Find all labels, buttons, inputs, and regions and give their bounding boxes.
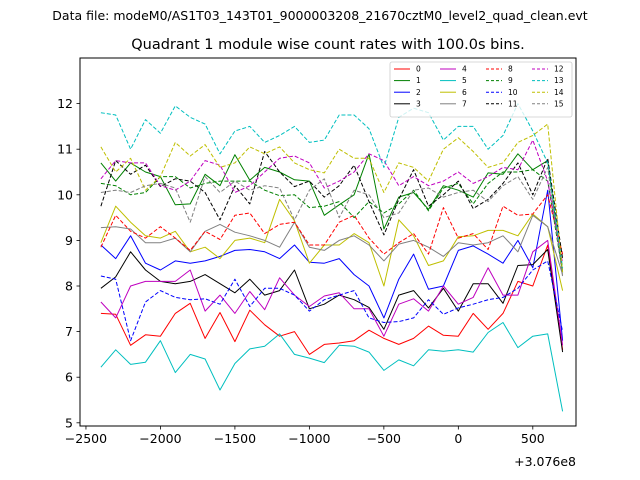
legend-label: 0	[416, 65, 421, 74]
legend-label: 9	[508, 76, 513, 85]
series-line-0	[100, 244, 564, 355]
series-line-12	[100, 139, 564, 264]
x-tick-label: 500	[521, 431, 545, 446]
chart-suptitle: Data file: modeM0/AS1T03_143T01_90000032…	[52, 8, 587, 23]
legend-label: 11	[508, 99, 518, 108]
series-line-5	[100, 322, 564, 412]
legend-label: 2	[416, 88, 421, 97]
legend-label: 13	[554, 76, 564, 85]
legend-label: 5	[462, 76, 467, 85]
x-tick-label: −1500	[214, 431, 256, 446]
legend-label: 10	[508, 88, 518, 97]
legend-box	[389, 61, 573, 118]
series-line-4	[100, 239, 564, 346]
series-line-11	[100, 151, 564, 259]
legend-label: 7	[462, 99, 467, 108]
x-tick-label: −2500	[65, 431, 107, 446]
y-tick-label: 8	[65, 279, 73, 294]
legend-label: 12	[554, 65, 564, 74]
series-line-9	[100, 169, 564, 273]
legend-label: 15	[554, 99, 564, 108]
x-offset-label: +3.076e8	[514, 454, 576, 469]
axes-frame	[79, 57, 577, 427]
legend-label: 4	[462, 65, 467, 74]
legend-label: 1	[416, 76, 421, 85]
series-line-10	[100, 260, 564, 342]
x-tick-label: −2000	[139, 431, 181, 446]
x-tick-label: −500	[367, 431, 401, 446]
y-tick-label: 12	[57, 96, 73, 111]
legend-label: 8	[508, 65, 513, 74]
series-line-14	[100, 123, 564, 273]
y-tick-label: 9	[65, 233, 73, 248]
y-tick-label: 6	[65, 370, 73, 385]
y-tick-label: 7	[65, 324, 73, 339]
legend-label: 14	[554, 88, 564, 97]
y-tick-label: 5	[65, 415, 73, 430]
series-line-8	[100, 194, 564, 255]
series-line-3	[100, 249, 564, 353]
series-line-2	[100, 189, 564, 341]
y-tick-label: 10	[57, 187, 73, 202]
x-tick-label: 0	[454, 431, 462, 446]
chart-title: Quadrant 1 module wise count rates with …	[131, 37, 525, 53]
series-line-13	[100, 103, 564, 268]
x-tick-label: −1000	[288, 431, 330, 446]
legend-label: 6	[462, 88, 467, 97]
series-line-1	[100, 153, 564, 273]
legend-label: 3	[416, 99, 421, 108]
y-tick-label: 11	[57, 142, 73, 157]
plot-area: −2500 −2000 −1500 −1000 −500 0 500567891011120…	[57, 61, 573, 446]
